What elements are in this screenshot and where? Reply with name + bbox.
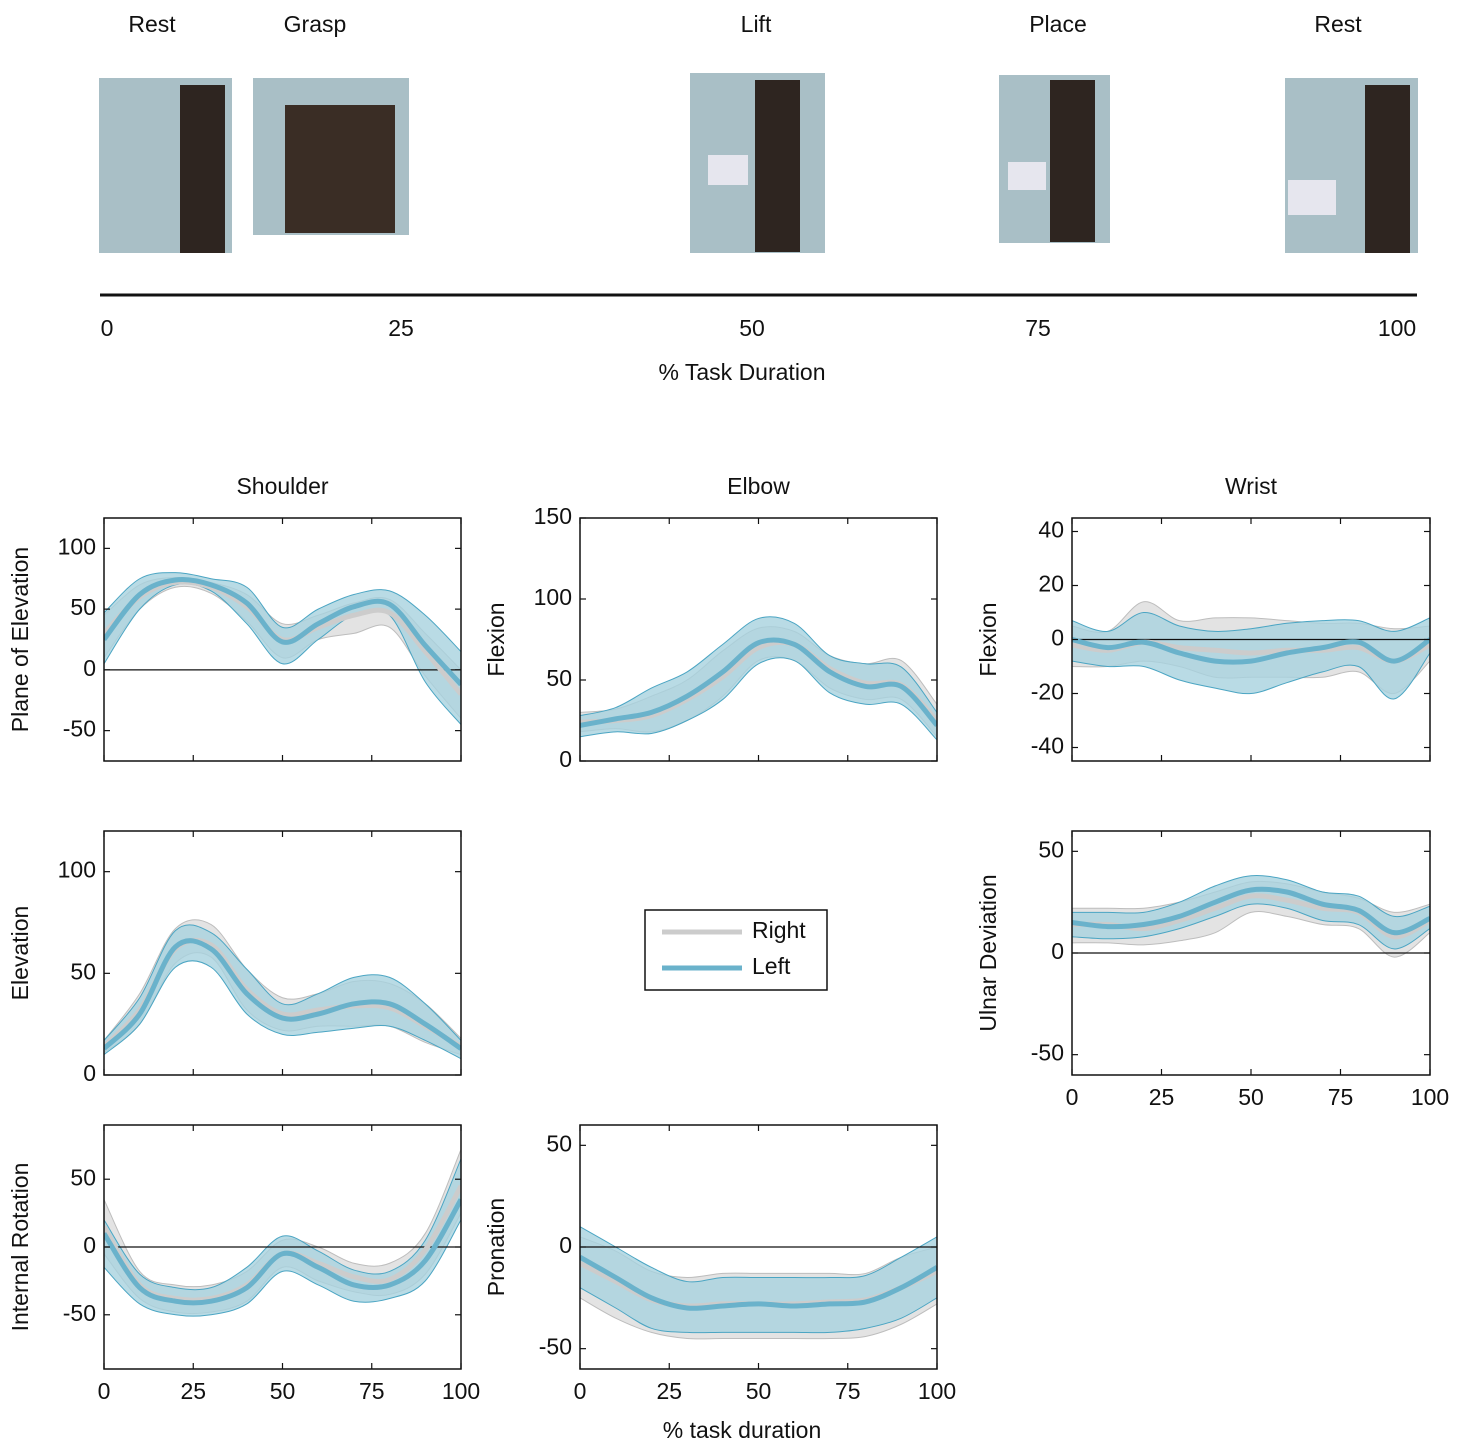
- photo-box: [1288, 180, 1336, 215]
- y-tick-label: 0: [1051, 938, 1064, 964]
- y-axis-label: Elevation: [7, 906, 33, 1001]
- phase-label: Rest: [1314, 11, 1362, 37]
- x-tick-label: 100: [918, 1378, 956, 1404]
- y-axis-label: Flexion: [975, 602, 1001, 676]
- photo-figure: [285, 105, 395, 233]
- photo-figure: [180, 85, 225, 253]
- plot-area: [580, 1227, 937, 1339]
- x-tick-label: 50: [1238, 1084, 1264, 1110]
- y-axis-label: Internal Rotation: [7, 1163, 33, 1332]
- timeline-tick-label: 25: [388, 315, 414, 341]
- y-axis-label: Flexion: [483, 602, 509, 676]
- photo-box: [1008, 162, 1046, 190]
- y-tick-label: 100: [534, 584, 572, 610]
- x-tick-label: 100: [1411, 1084, 1449, 1110]
- legend-label: Left: [752, 953, 791, 979]
- axes-box: [104, 831, 461, 1075]
- y-tick-label: 0: [83, 1060, 96, 1086]
- subplot: -50 0 50 0 25 50 75 100 Internal Rotation: [7, 1125, 480, 1404]
- y-axis-label: Pronation: [483, 1198, 509, 1296]
- subplot-title: Elbow: [727, 473, 790, 499]
- timeline-label: % Task Duration: [658, 359, 825, 385]
- y-tick-label: 50: [70, 594, 96, 620]
- timeline-tick-label: 75: [1025, 315, 1051, 341]
- x-tick-label: 25: [656, 1378, 682, 1404]
- timeline-tick-label: 50: [739, 315, 765, 341]
- band: [580, 1227, 937, 1333]
- photo-figure: [1050, 80, 1095, 242]
- y-tick-label: 0: [1051, 625, 1064, 651]
- subplot: -50 0 50 100 Shoulder Plane of Elevation: [7, 473, 461, 761]
- x-tick-label: 0: [98, 1378, 111, 1404]
- phase-label: Place: [1029, 11, 1087, 37]
- legend-label: Right: [752, 917, 806, 943]
- photo-figure: [1365, 85, 1410, 253]
- x-tick-label: 25: [1149, 1084, 1175, 1110]
- plot-area: [1072, 875, 1430, 957]
- subplot-title: Shoulder: [236, 473, 328, 499]
- x-tick-label: 75: [1328, 1084, 1354, 1110]
- band: [580, 617, 937, 740]
- y-tick-label: 40: [1038, 517, 1064, 543]
- photo-figure: [755, 80, 800, 252]
- subplot: 0 50 100 Elevation: [7, 831, 461, 1086]
- y-tick-label: 50: [546, 665, 572, 691]
- y-tick-label: 50: [70, 1164, 96, 1190]
- subplot: -40 -20 0 20 40 Wrist Flexion: [975, 473, 1430, 761]
- y-tick-label: -50: [539, 1334, 572, 1360]
- x-tick-label: 0: [574, 1378, 587, 1404]
- y-tick-label: -50: [63, 716, 96, 742]
- y-tick-label: 150: [534, 503, 572, 529]
- plot-area: [104, 1149, 461, 1316]
- y-tick-label: -50: [63, 1300, 96, 1326]
- plot-area: [104, 573, 461, 725]
- x-tick-label: 100: [442, 1378, 480, 1404]
- x-tick-label: 50: [270, 1378, 296, 1404]
- phase-label: Lift: [741, 11, 772, 37]
- photo-box: [708, 155, 748, 185]
- y-tick-label: 0: [83, 1232, 96, 1258]
- plot-area: [104, 920, 461, 1059]
- band: [104, 925, 461, 1059]
- x-tick-label: 75: [835, 1378, 861, 1404]
- y-tick-label: -20: [1031, 679, 1064, 705]
- x-tick-label: 75: [359, 1378, 385, 1404]
- y-axis-label: Plane of Elevation: [7, 547, 33, 732]
- plot-area: [580, 617, 937, 740]
- phase-label: Grasp: [284, 11, 347, 37]
- y-tick-label: 0: [83, 655, 96, 681]
- x-tick-label: 50: [746, 1378, 772, 1404]
- y-tick-label: 100: [58, 533, 96, 559]
- y-tick-label: 20: [1038, 571, 1064, 597]
- y-tick-label: 100: [58, 857, 96, 883]
- y-tick-label: 50: [1038, 836, 1064, 862]
- timeline-tick-label: 0: [101, 315, 114, 341]
- x-axis-label: % task duration: [663, 1417, 822, 1443]
- subplot-title: Wrist: [1225, 473, 1278, 499]
- figure: % Task Duration % task duration Right Lef…: [0, 0, 1458, 1447]
- phase-label: Rest: [128, 11, 176, 37]
- y-axis-label: Ulnar Deviation: [975, 874, 1001, 1031]
- x-tick-label: 0: [1066, 1084, 1079, 1110]
- timeline-tick-label: 100: [1378, 315, 1416, 341]
- y-tick-label: -50: [1031, 1040, 1064, 1066]
- band: [104, 1159, 461, 1316]
- x-tick-label: 25: [180, 1378, 206, 1404]
- y-tick-label: 0: [559, 1232, 572, 1258]
- subplot: 0 50 100 150 Elbow Flexion: [483, 473, 937, 772]
- y-tick-label: -40: [1031, 733, 1064, 759]
- legend: Right Left: [645, 910, 827, 990]
- photos: [99, 73, 1418, 253]
- y-tick-label: 50: [70, 958, 96, 984]
- y-tick-label: 50: [546, 1130, 572, 1156]
- plot-area: [1072, 602, 1430, 699]
- y-tick-label: 0: [559, 746, 572, 772]
